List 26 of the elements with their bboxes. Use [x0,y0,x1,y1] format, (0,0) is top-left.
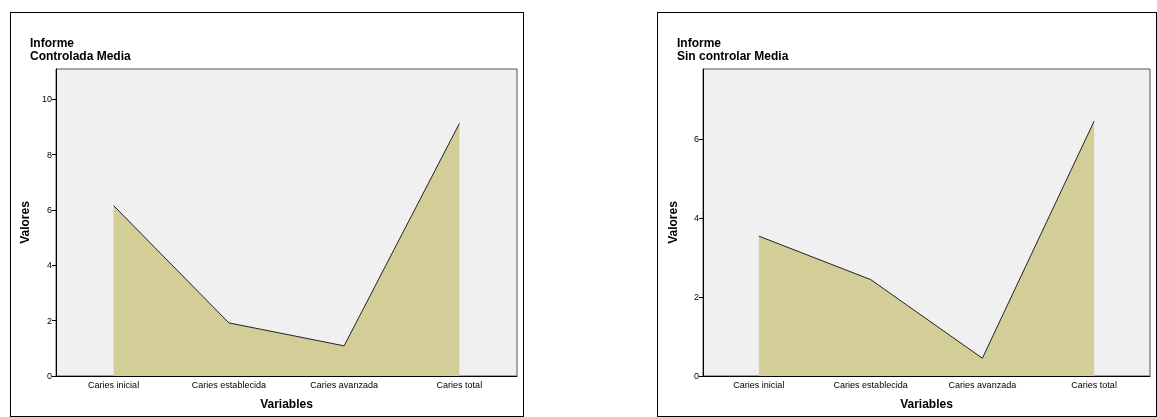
y-tick-label: 6 [46,205,52,216]
chart-title: Informe [677,35,722,50]
y-tick-label: 0 [46,371,52,381]
y-tick-label: 10 [41,94,52,105]
x-tick-label: Caries establecida [833,379,908,390]
x-axis-title: Variables [900,397,954,411]
x-tick-label: Caries total [1071,379,1117,390]
y-tick-label: 0 [693,371,699,381]
x-tick-label: Caries inicial [88,379,140,390]
y-tick-label: 4 [693,212,699,223]
y-tick-label: 4 [46,260,52,271]
x-tick-label: Caries total [436,379,483,390]
y-tick-label: 2 [46,315,52,326]
x-axis-title: Variables [260,397,314,411]
y-axis-title: Valores [18,200,33,244]
x-tick-label: Caries avanzada [310,379,378,390]
chart-subtitle: Sin controlar Media [677,48,789,63]
y-axis-title: Valores [666,200,680,244]
chart-subtitle: Controlada Media [30,48,131,63]
x-tick-label: Caries avanzada [948,379,1017,390]
x-tick-label: Caries inicial [733,379,785,390]
chart-title: Informe [30,35,75,50]
y-tick-label: 8 [46,149,52,160]
y-tick-label: 6 [693,133,699,144]
y-tick-label: 2 [693,291,699,302]
x-tick-label: Caries establecida [191,379,266,390]
